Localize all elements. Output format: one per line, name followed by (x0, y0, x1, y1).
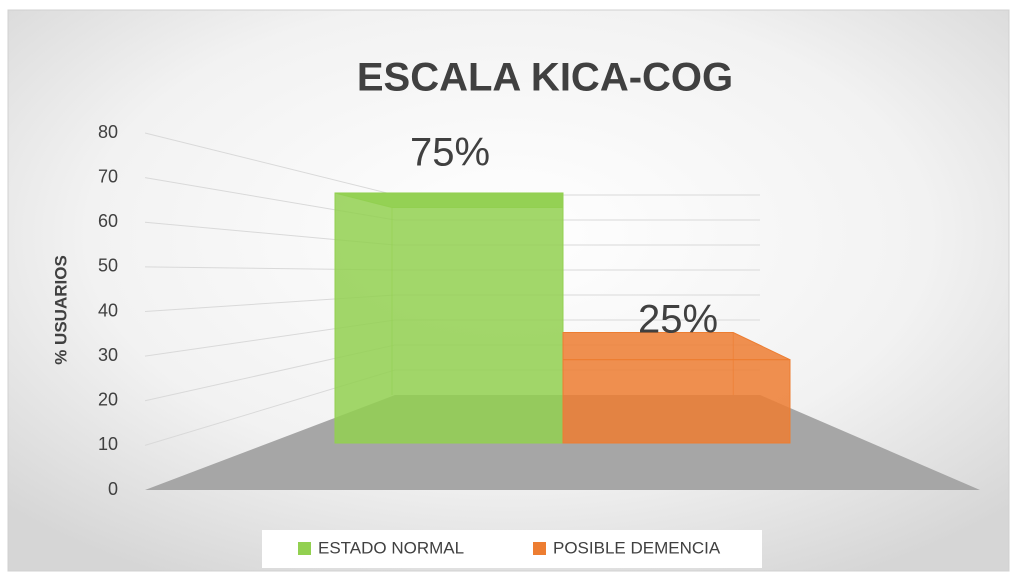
legend-swatch (533, 542, 546, 555)
y-tick-label: 40 (98, 300, 118, 320)
y-axis-label: % USUARIOS (51, 255, 70, 365)
bar (562, 332, 791, 444)
bar (334, 192, 564, 444)
y-tick-label: 70 (98, 166, 118, 186)
legend-label: POSIBLE DEMENCIA (553, 538, 721, 557)
bar-front (562, 359, 791, 444)
y-tick-label: 80 (98, 122, 118, 142)
data-label: 25% (638, 298, 718, 342)
y-tick-label: 0 (108, 479, 118, 499)
y-tick-label: 60 (98, 211, 118, 231)
legend-swatch (298, 542, 311, 555)
chart-title: ESCALA KICA-COG (357, 56, 733, 100)
data-label: 75% (410, 131, 490, 175)
legend-label: ESTADO NORMAL (318, 538, 464, 557)
y-tick-label: 50 (98, 256, 118, 276)
y-tick-label: 10 (98, 434, 118, 454)
bar-front (334, 192, 564, 444)
legend-box (262, 530, 762, 568)
y-tick-label: 20 (98, 390, 118, 410)
y-tick-label: 30 (98, 345, 118, 365)
